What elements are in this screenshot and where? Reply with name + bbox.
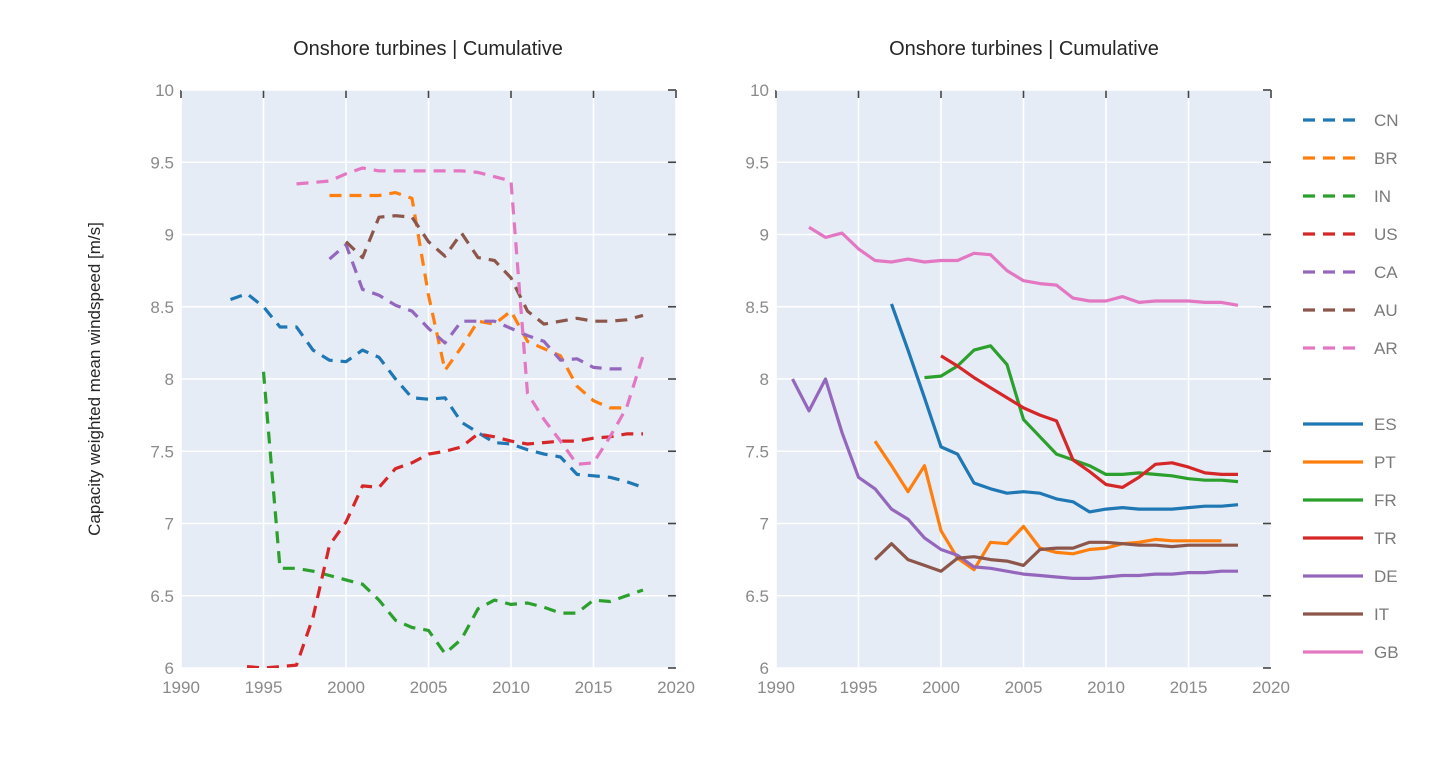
y-axis-label: Capacity weighted mean windspeed [m/s]	[85, 222, 104, 536]
x-tick-label: 2000	[922, 678, 960, 697]
legend-label-ar: AR	[1374, 339, 1398, 358]
y-tick-label: 6	[165, 659, 174, 678]
legend-label-gb: GB	[1374, 643, 1399, 662]
legend-label-it: IT	[1374, 605, 1389, 624]
series-line-fr	[924, 344, 1239, 484]
legend-label-ca: CA	[1374, 263, 1398, 282]
series-line-us	[246, 432, 643, 668]
x-tick-label: 2010	[1087, 678, 1125, 697]
x-tick-label: 2000	[327, 678, 365, 697]
x-tick-label: 2005	[410, 678, 448, 697]
series-line-ca	[328, 243, 627, 371]
x-tick-label: 2020	[1252, 678, 1290, 697]
series-line-it	[873, 540, 1238, 573]
x-tick-label: 2015	[1170, 678, 1208, 697]
legend-label-de: DE	[1374, 567, 1398, 586]
y-tick-label: 7.5	[745, 442, 769, 461]
chart-title: Onshore turbines | Cumulative	[293, 38, 563, 60]
chart-title: Onshore turbines | Cumulative	[889, 38, 1159, 60]
legend-label-es: ES	[1374, 415, 1397, 434]
legend-label-au: AU	[1374, 301, 1398, 320]
series-line-br	[329, 191, 627, 410]
x-tick-label: 2020	[657, 678, 695, 697]
legend-label-cn: CN	[1374, 111, 1399, 130]
series-line-tr	[940, 354, 1238, 489]
y-tick-label: 8	[165, 370, 174, 389]
legend-label-pt: PT	[1374, 453, 1396, 472]
y-tick-label: 8.5	[745, 298, 769, 317]
y-tick-label: 10	[750, 81, 769, 100]
x-tick-label: 1990	[757, 678, 795, 697]
y-tick-label: 6.5	[150, 587, 174, 606]
series-line-ar	[296, 166, 645, 466]
series-line-in	[261, 371, 644, 656]
legend-label-br: BR	[1374, 149, 1398, 168]
y-tick-label: 8	[760, 370, 769, 389]
legend-label-tr: TR	[1374, 529, 1397, 548]
y-tick-label: 9.5	[150, 153, 174, 172]
legend: CN BR IN US CA AU AR ES PT FR TR DE IT GB	[1303, 111, 1399, 662]
legend-label-us: US	[1374, 225, 1398, 244]
y-tick-label: 6.5	[745, 587, 769, 606]
y-tick-label: 6	[760, 659, 769, 678]
chart-right: Onshore turbines | Cumulative 1990 1995 20…	[745, 38, 1290, 697]
x-tick-label: 2010	[492, 678, 530, 697]
series-line-es	[889, 303, 1239, 514]
series-line-cn	[229, 292, 644, 489]
x-tick-label: 2015	[575, 678, 613, 697]
x-tick-label: 1995	[245, 678, 283, 697]
y-tick-label: 9	[760, 226, 769, 245]
legend-label-fr: FR	[1374, 491, 1397, 510]
series-line-de	[791, 377, 1238, 581]
y-tick-label: 10	[155, 81, 174, 100]
x-tick-label: 1990	[162, 678, 200, 697]
series-line-gb	[808, 225, 1239, 307]
y-tick-label: 7	[760, 515, 769, 534]
legend-label-in: IN	[1374, 187, 1391, 206]
y-tick-label: 9	[165, 226, 174, 245]
y-tick-label: 9.5	[745, 153, 769, 172]
x-tick-label: 2005	[1005, 678, 1043, 697]
y-tick-label: 8.5	[150, 298, 174, 317]
y-tick-label: 7.5	[150, 442, 174, 461]
series-line-au	[344, 214, 644, 326]
chart-left: Onshore turbines | Cumulative 1990 1995 20…	[150, 38, 695, 697]
y-tick-label: 7	[165, 515, 174, 534]
x-tick-label: 1995	[840, 678, 878, 697]
